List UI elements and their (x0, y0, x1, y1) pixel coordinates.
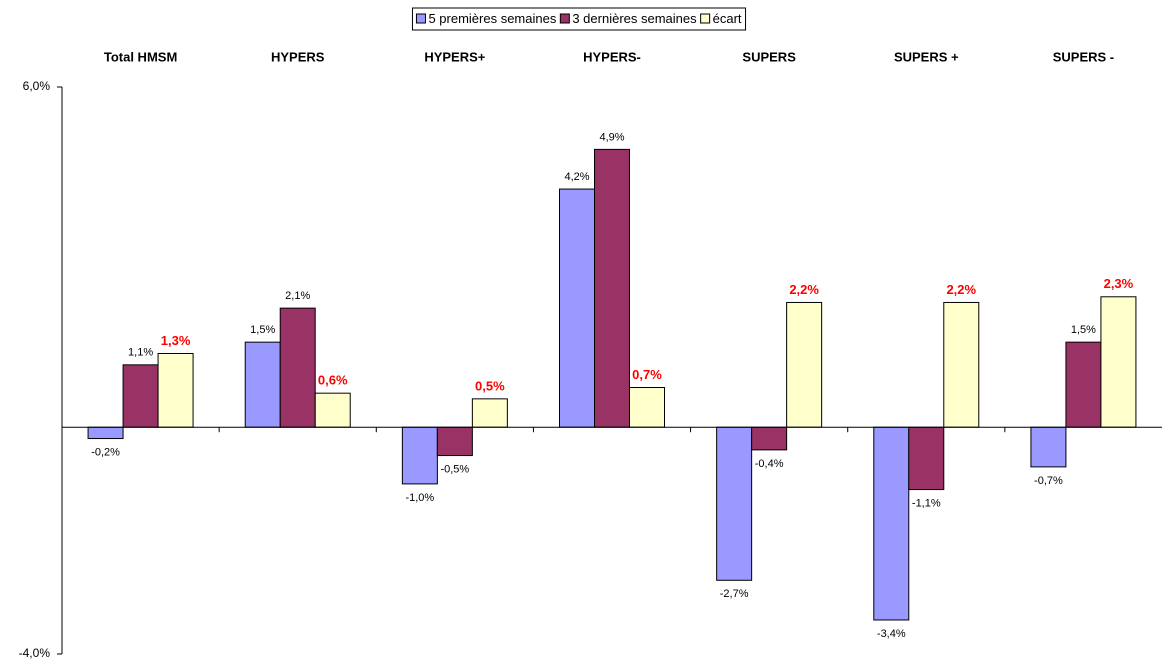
value-label: -0,5% (440, 463, 469, 475)
bar (716, 426, 753, 581)
value-label: 0,7% (632, 367, 662, 382)
value-label: -0,4% (755, 458, 784, 470)
bar (1065, 341, 1102, 428)
value-label: 1,3% (161, 333, 191, 348)
bar (751, 426, 788, 451)
bar (244, 341, 281, 428)
y-tick-label: 6,0% (23, 79, 51, 93)
legend-swatch (700, 13, 711, 24)
value-label: -1,1% (912, 497, 941, 509)
legend-swatch (415, 13, 426, 24)
category-label: HYPERS (271, 49, 325, 64)
value-label: 0,5% (475, 378, 505, 393)
value-label: 4,9% (599, 131, 624, 143)
bar (873, 426, 910, 621)
y-tick-label: -4,0% (19, 646, 51, 659)
value-label: 2,2% (946, 282, 976, 297)
legend-label: 3 dernières semaines (572, 11, 697, 26)
bar (471, 398, 508, 428)
value-label: -0,7% (1034, 475, 1063, 487)
bar (122, 364, 159, 428)
bar (786, 301, 823, 428)
bar (87, 426, 124, 440)
legend (411, 7, 747, 31)
bar (314, 392, 351, 428)
value-label: 2,3% (1104, 276, 1134, 291)
bar (943, 301, 980, 428)
category-label: Total HMSM (104, 49, 177, 64)
bar (1100, 296, 1137, 428)
value-label: 2,2% (789, 282, 819, 297)
bar (559, 188, 595, 428)
category-label: HYPERS+ (424, 49, 485, 64)
bar (157, 352, 194, 428)
value-label: 4,2% (564, 171, 589, 183)
category-label: SUPERS - (1053, 49, 1114, 64)
value-label: -3,4% (877, 628, 906, 640)
value-label: 0,6% (318, 373, 348, 388)
value-label: -1,0% (405, 492, 434, 504)
legend-label: écart (713, 11, 742, 26)
category-label: SUPERS (742, 49, 796, 64)
value-label: 1,1% (128, 347, 153, 359)
category-label: SUPERS + (894, 49, 959, 64)
bar (594, 148, 630, 428)
value-label: 1,5% (1071, 324, 1096, 336)
bar (401, 426, 438, 485)
value-label: 2,1% (285, 290, 310, 302)
bar (1030, 426, 1067, 468)
bar (436, 426, 473, 457)
bar (629, 387, 665, 428)
value-label: -2,7% (720, 588, 749, 600)
legend-swatch (559, 13, 570, 24)
value-label: 1,5% (250, 324, 275, 336)
value-label: -0,2% (91, 446, 120, 458)
category-label: HYPERS- (583, 49, 641, 64)
legend-label: 5 premières semaines (428, 11, 556, 26)
bar (908, 426, 945, 491)
bar (279, 307, 316, 428)
